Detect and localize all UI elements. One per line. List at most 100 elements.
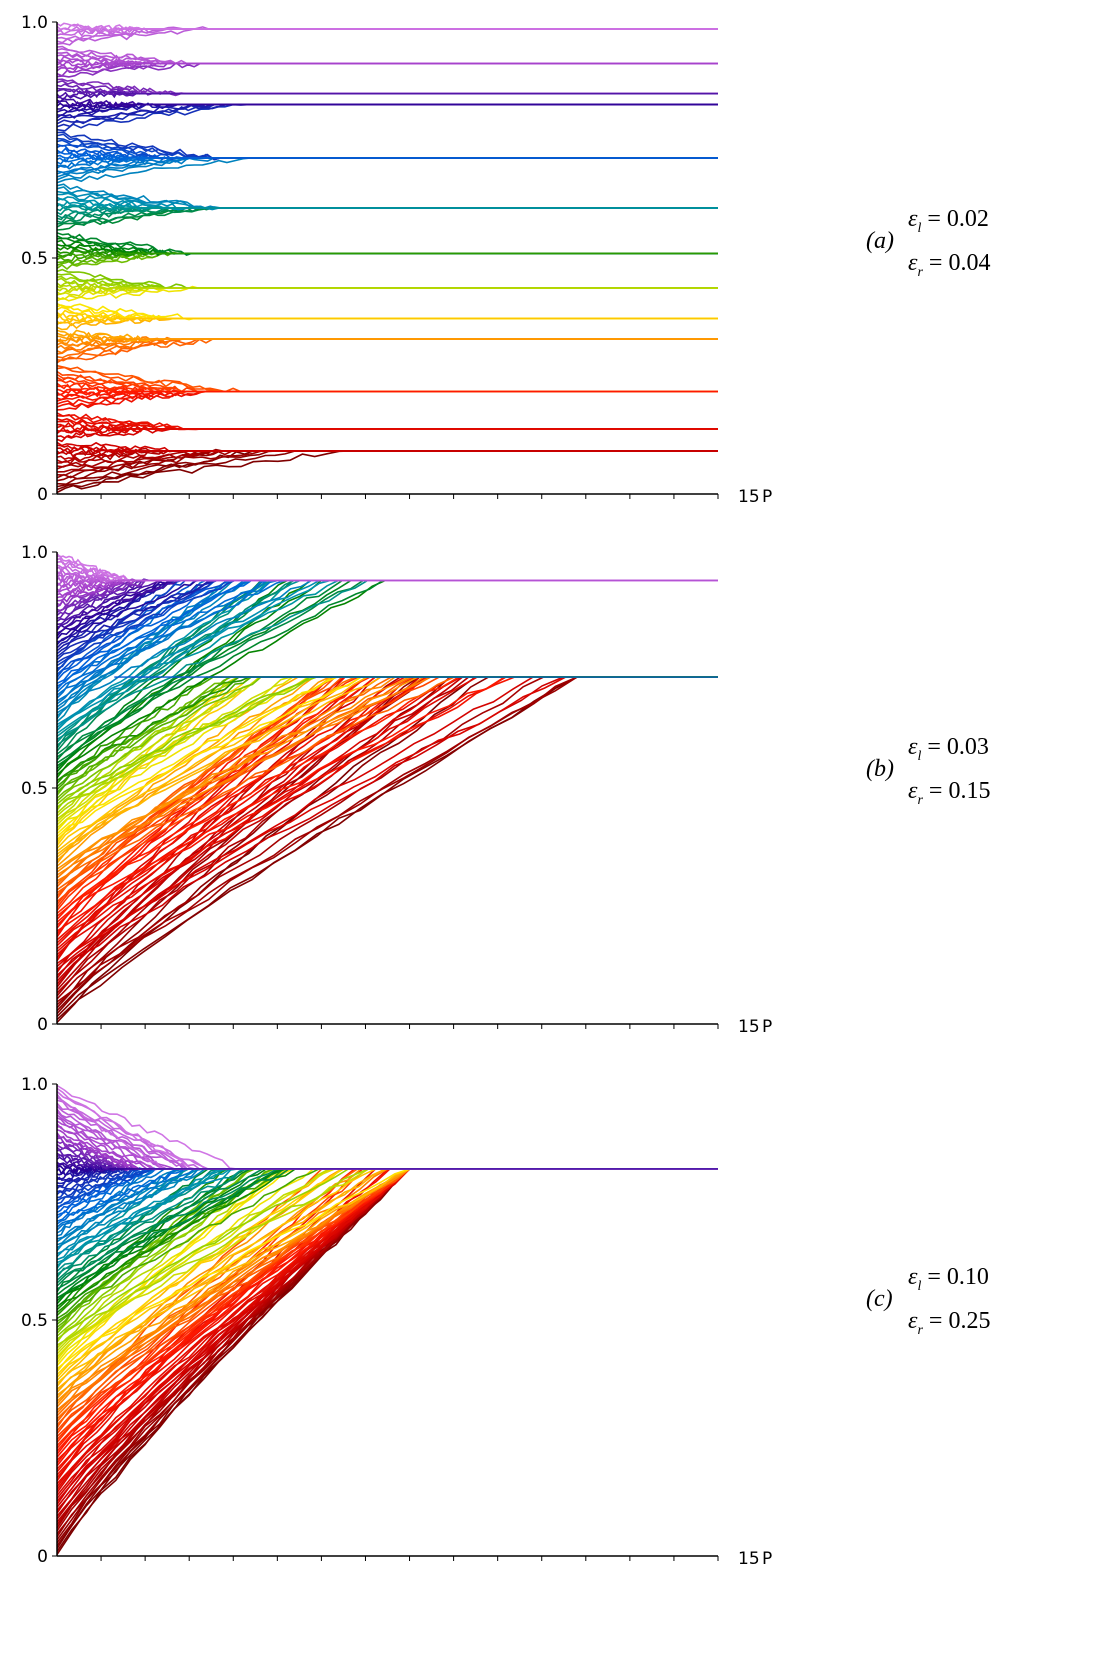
epsilon-right-value: 0.04 — [948, 250, 991, 276]
trajectory-line — [56, 1168, 718, 1346]
trajectory-line — [56, 1168, 718, 1376]
trajectory-line — [56, 61, 718, 78]
trajectory-line — [56, 1093, 718, 1170]
epsilon-right-value: 0.15 — [948, 778, 991, 804]
trajectory-line — [56, 676, 718, 968]
trajectory-line — [56, 101, 718, 110]
trajectory-line — [56, 336, 718, 345]
epsilon-left-label: εl = 0.02 — [908, 206, 989, 236]
trajectory-line — [56, 1168, 718, 1281]
y-tick-label: 1.0 — [21, 1075, 48, 1095]
trajectory-line — [56, 676, 718, 838]
trajectory-line — [56, 676, 718, 1015]
trajectory-line — [56, 1111, 718, 1170]
trajectory-line — [56, 370, 718, 393]
trajectory-line — [56, 578, 718, 631]
epsilon-left-label: εl = 0.10 — [908, 1264, 989, 1294]
trajectory-line — [56, 338, 718, 364]
trajectory-line — [56, 338, 718, 359]
trajectory-line — [56, 1168, 718, 1196]
trajectory-line — [56, 421, 718, 433]
trajectory-line — [56, 579, 718, 726]
trajectory-line — [56, 252, 718, 267]
trajectory-line — [56, 1168, 718, 1340]
trajectory-line — [56, 676, 718, 879]
trajectory-line — [56, 579, 718, 655]
trajectory-line — [56, 382, 718, 393]
trajectory-line — [56, 154, 718, 174]
epsilon-right-value: 0.25 — [948, 1308, 991, 1334]
trajectory-line — [56, 676, 718, 932]
x-end-tick-label: 15 — [738, 487, 760, 507]
trajectory-line — [56, 1114, 718, 1171]
trajectory-line — [56, 676, 718, 785]
panel-tag: (c) — [866, 1286, 893, 1312]
trajectory-line — [56, 133, 718, 159]
trajectory-line — [56, 1166, 718, 1178]
trajectory-line — [56, 579, 718, 696]
epsilon-left-value: 0.10 — [946, 1264, 989, 1290]
trajectory-line — [56, 425, 718, 439]
trajectory-line — [56, 273, 718, 290]
trajectory-line — [56, 579, 718, 643]
trajectory-line — [56, 676, 718, 1003]
trajectory-line — [56, 579, 718, 676]
trajectory-line — [56, 579, 718, 702]
trajectory-line — [56, 1168, 718, 1269]
trajectory-line — [56, 441, 718, 453]
panel-tag: (b) — [866, 756, 894, 782]
trajectory-line — [56, 450, 718, 491]
x-end-tick-label: 15 — [738, 1549, 760, 1569]
trajectory-line — [56, 676, 718, 856]
trajectory-line — [56, 1168, 718, 1523]
y-tick-label: 0.5 — [21, 779, 48, 799]
trajectory-line — [56, 579, 718, 714]
trajectory-line — [56, 1168, 718, 1355]
trajectory-line — [56, 47, 718, 65]
trajectory-line — [56, 99, 718, 108]
trajectory-line — [56, 579, 718, 723]
trajectory-line — [56, 676, 718, 1024]
trajectory-line — [56, 1168, 718, 1225]
trajectory-line — [56, 676, 718, 894]
trajectory-line — [56, 579, 718, 687]
trajectory-line — [56, 450, 718, 486]
trajectory-line — [56, 1168, 718, 1393]
trajectory-line — [56, 388, 718, 396]
trajectory-line — [56, 1168, 718, 1370]
trajectory-line — [56, 676, 718, 891]
trajectory-line — [56, 564, 718, 582]
trajectory-line — [57, 1167, 718, 1187]
trajectory-line — [56, 566, 718, 582]
trajectory-line — [56, 1168, 718, 1517]
trajectory-line — [56, 1132, 718, 1170]
y-tick-label: 0 — [37, 1547, 48, 1567]
trajectory-line — [56, 338, 718, 355]
trajectory-line — [56, 26, 718, 46]
trajectory-line — [56, 579, 718, 626]
trajectory-line — [56, 579, 718, 699]
trajectory-line — [56, 579, 718, 667]
trajectory-line — [56, 376, 718, 394]
trajectory-line — [56, 1099, 718, 1170]
trajectory-line — [56, 155, 718, 176]
trajectory-line — [56, 579, 718, 628]
trajectory-line — [56, 1168, 718, 1272]
trajectory-group — [56, 552, 718, 1024]
trajectory-line — [56, 425, 718, 434]
epsilon-left-label: εl = 0.03 — [908, 734, 989, 764]
trajectory-line — [56, 676, 718, 1000]
trajectory-line — [56, 1163, 718, 1172]
trajectory-line — [56, 567, 718, 583]
trajectory-line — [56, 390, 718, 406]
trajectory-line — [56, 1168, 718, 1323]
trajectory-group — [56, 22, 718, 494]
epsilon-right-label: εr = 0.04 — [908, 250, 991, 280]
x-unit-label: P — [762, 1549, 772, 1569]
trajectory-line — [56, 676, 718, 826]
trajectory-line — [56, 1168, 718, 1500]
trajectory-line — [56, 676, 718, 805]
trajectory-line — [56, 1168, 718, 1547]
trajectory-line — [56, 103, 718, 132]
x-unit-label: P — [762, 487, 772, 507]
